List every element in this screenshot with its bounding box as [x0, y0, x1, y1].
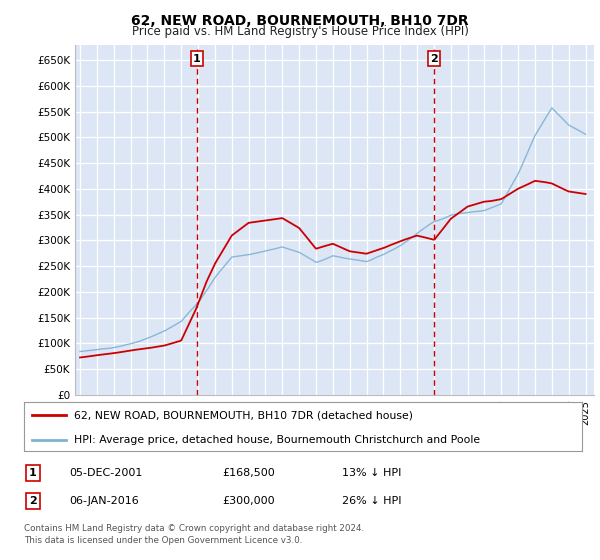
Text: 06-JAN-2016: 06-JAN-2016 [69, 496, 139, 506]
Text: 62, NEW ROAD, BOURNEMOUTH, BH10 7DR (detached house): 62, NEW ROAD, BOURNEMOUTH, BH10 7DR (det… [74, 410, 413, 421]
Text: 1: 1 [193, 54, 200, 63]
Text: 13% ↓ HPI: 13% ↓ HPI [342, 468, 401, 478]
Text: Price paid vs. HM Land Registry's House Price Index (HPI): Price paid vs. HM Land Registry's House … [131, 25, 469, 38]
Text: Contains HM Land Registry data © Crown copyright and database right 2024.
This d: Contains HM Land Registry data © Crown c… [24, 524, 364, 545]
Text: 2: 2 [430, 54, 438, 63]
Text: 62, NEW ROAD, BOURNEMOUTH, BH10 7DR: 62, NEW ROAD, BOURNEMOUTH, BH10 7DR [131, 14, 469, 28]
Text: 05-DEC-2001: 05-DEC-2001 [69, 468, 142, 478]
Text: 1: 1 [29, 468, 37, 478]
Text: 26% ↓ HPI: 26% ↓ HPI [342, 496, 401, 506]
Text: 2: 2 [29, 496, 37, 506]
Text: £168,500: £168,500 [222, 468, 275, 478]
Text: HPI: Average price, detached house, Bournemouth Christchurch and Poole: HPI: Average price, detached house, Bour… [74, 435, 481, 445]
Text: £300,000: £300,000 [222, 496, 275, 506]
